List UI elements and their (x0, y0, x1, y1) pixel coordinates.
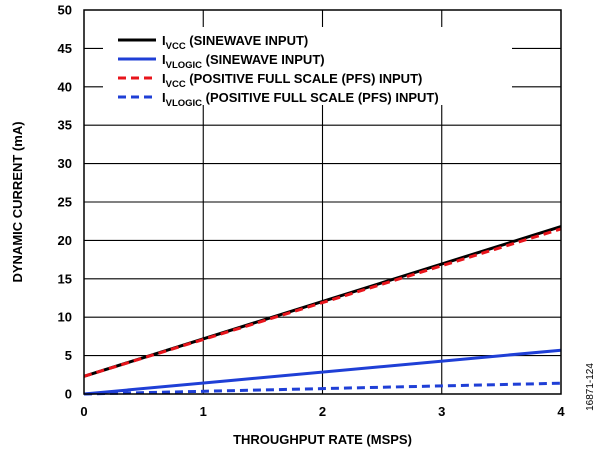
tick-labels: 0 5 10 15 20 25 30 35 40 45 50 0 1 2 3 4 (58, 3, 566, 420)
legend-background (103, 27, 512, 105)
y-tick-label: 30 (58, 156, 72, 171)
legend-label: IVLOGIC (POSITIVE FULL SCALE (PFS) INPUT… (162, 90, 439, 109)
y-tick-label: 45 (58, 41, 72, 56)
y-tick-label: 0 (65, 387, 72, 402)
x-tick-label: 1 (200, 404, 207, 419)
legend-label: IVLOGIC (SINEWAVE INPUT) (162, 52, 325, 71)
y-tick-label: 40 (58, 79, 72, 94)
x-tick-label: 0 (80, 404, 87, 419)
x-tick-label: 4 (557, 404, 565, 419)
legend: IVCC (SINEWAVE INPUT)IVLOGIC (SINEWAVE I… (103, 27, 512, 109)
y-tick-label: 25 (58, 195, 72, 210)
figure-id: 16871-124 (585, 363, 596, 411)
plot-frame (83, 9, 562, 395)
y-tick-label: 50 (58, 3, 72, 18)
y-tick-label: 5 (65, 348, 72, 363)
x-tick-label: 3 (438, 404, 445, 419)
series-line-4 (83, 381, 562, 396)
y-tick-label: 20 (58, 233, 72, 248)
series-line-2 (83, 348, 562, 396)
x-axis-title: THROUGHPUT RATE (MSPS) (233, 432, 412, 447)
series-line-3 (83, 227, 562, 378)
series-layer (83, 225, 562, 396)
y-tick-label: 35 (58, 118, 72, 133)
legend-label: IVCC (SINEWAVE INPUT) (162, 33, 308, 52)
y-tick-label: 15 (58, 271, 72, 286)
x-tick-label: 2 (319, 404, 326, 419)
legend-label: IVCC (POSITIVE FULL SCALE (PFS) INPUT) (162, 71, 422, 90)
y-axis-title: DYNAMIC CURRENT (mA) (10, 121, 25, 282)
y-tick-label: 10 (58, 310, 72, 325)
